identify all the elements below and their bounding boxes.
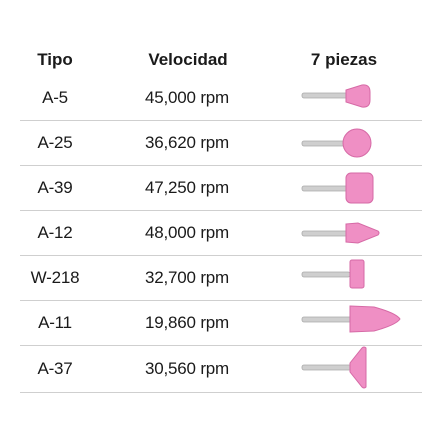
cylinder-stone-icon — [290, 166, 422, 210]
cell-velocidad: 32,700 rpm — [145, 268, 229, 287]
header-tipo: Tipo — [37, 50, 73, 69]
cell-tipo: A-25 — [37, 133, 73, 152]
cell-tipo: A-37 — [37, 359, 73, 378]
small-cylinder-stone-icon — [290, 256, 422, 300]
table-row: W-218 32,700 rpm — [20, 256, 422, 301]
cell-velocidad: 45,000 rpm — [145, 88, 229, 107]
cell-tipo: A-11 — [38, 313, 72, 332]
header-piezas: 7 piezas — [310, 50, 378, 69]
bullet-stone-icon — [290, 301, 422, 345]
cell-tipo: A-39 — [37, 178, 73, 197]
cell-velocidad: 47,250 rpm — [145, 178, 229, 197]
inverted-cone-stone-icon — [290, 346, 422, 392]
table-header: Tipo Velocidad 7 piezas — [20, 50, 422, 74]
ball-stone-icon — [290, 121, 422, 165]
table-row: A-5 45,000 rpm — [20, 76, 422, 121]
table-row: A-37 30,560 rpm — [20, 346, 422, 393]
cell-tipo: A-5 — [42, 88, 68, 107]
header-velocidad: Velocidad — [148, 50, 228, 69]
table-row: A-25 36,620 rpm — [20, 121, 422, 166]
table-row: A-39 47,250 rpm — [20, 166, 422, 211]
cell-tipo: A-12 — [37, 223, 73, 242]
table-row: A-12 48,000 rpm — [20, 211, 422, 256]
cell-velocidad: 48,000 rpm — [145, 223, 229, 242]
cell-velocidad: 30,560 rpm — [145, 359, 229, 378]
cell-tipo: W-218 — [30, 268, 80, 287]
cone-stone-icon — [290, 76, 422, 120]
pointed-stone-icon — [290, 211, 422, 255]
cell-velocidad: 36,620 rpm — [145, 133, 229, 152]
table-row: A-11 19,860 rpm — [20, 301, 422, 346]
cell-velocidad: 19,860 rpm — [145, 313, 229, 332]
